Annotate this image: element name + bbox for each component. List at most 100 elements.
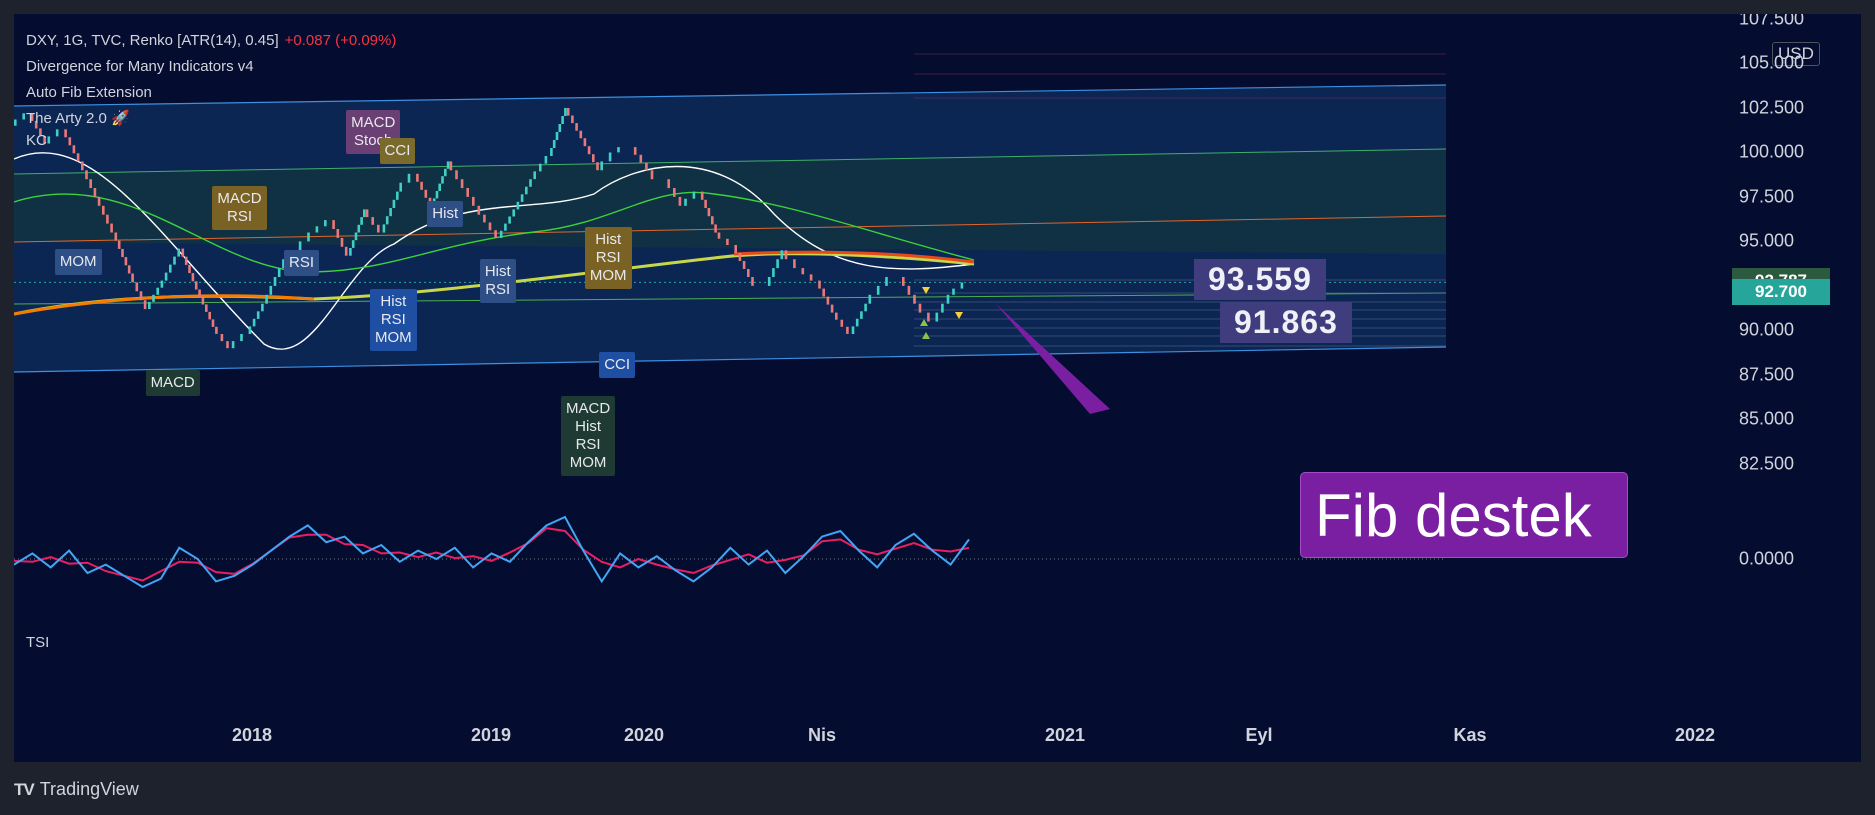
renko-brick bbox=[273, 277, 277, 286]
divergence-label[interactable]: MOM bbox=[54, 248, 102, 275]
divergence-label[interactable]: Hist RSI bbox=[479, 259, 516, 304]
signal-arrow bbox=[920, 319, 928, 326]
renko-brick bbox=[177, 248, 180, 257]
indicator-legend-3[interactable]: The Arty 2.0 🚀 bbox=[26, 110, 130, 127]
renko-brick bbox=[169, 264, 172, 273]
renko-brick bbox=[516, 201, 520, 210]
renko-brick bbox=[124, 257, 128, 266]
renko-brick bbox=[39, 128, 42, 136]
divergence-label[interactable]: MACD Hist RSI MOM bbox=[561, 396, 616, 477]
renko-brick bbox=[282, 259, 285, 269]
red-long-ma-line bbox=[733, 250, 975, 264]
renko-brick bbox=[117, 240, 121, 249]
price-change: +0.087 (+0.09%) bbox=[284, 32, 397, 49]
divergence-label[interactable]: Hist RSI MOM bbox=[584, 227, 632, 290]
renko-brick bbox=[684, 198, 687, 206]
renko-brick bbox=[946, 294, 950, 304]
indicator-legend-2[interactable]: Auto Fib Extension bbox=[26, 84, 152, 101]
renko-brick bbox=[148, 301, 151, 309]
divergence-label[interactable]: MACD bbox=[145, 369, 200, 396]
renko-brick bbox=[220, 334, 224, 342]
renko-brick bbox=[692, 191, 696, 199]
renko-brick bbox=[494, 230, 497, 238]
symbol-legend[interactable]: DXY, 1G, TVC, Renko [ATR(14), 0.45] +0.08… bbox=[26, 28, 396, 54]
chart-panel[interactable]: DXY, 1G, TVC, Renko [ATR(14), 0.45] +0.08… bbox=[14, 14, 1861, 762]
renko-brick bbox=[639, 154, 643, 163]
renko-brick bbox=[72, 145, 76, 154]
divergence-label[interactable]: Hist bbox=[427, 200, 464, 227]
indicator-legend-1[interactable]: Divergence for Many Indicators v4 bbox=[26, 58, 254, 75]
renko-brick bbox=[707, 208, 711, 217]
renko-brick bbox=[544, 156, 548, 164]
renko-brick bbox=[377, 224, 380, 233]
renko-brick bbox=[855, 318, 859, 327]
renko-brick bbox=[269, 285, 273, 295]
renko-brick bbox=[608, 152, 612, 162]
renko-brick bbox=[64, 129, 67, 138]
renko-brick bbox=[385, 216, 389, 225]
renko-brick bbox=[555, 132, 559, 140]
renko-brick bbox=[14, 119, 17, 126]
y-axis-tick-label: 87.500 bbox=[1739, 364, 1795, 385]
renko-brick bbox=[208, 311, 211, 320]
renko-brick bbox=[520, 194, 524, 202]
renko-brick bbox=[55, 129, 59, 137]
renko-brick bbox=[818, 280, 821, 289]
renko-brick bbox=[215, 326, 218, 334]
renko-brick bbox=[575, 123, 578, 131]
orange-trend-line bbox=[14, 215, 1447, 243]
divergence-label[interactable]: RSI bbox=[284, 250, 320, 277]
renko-brick bbox=[139, 291, 143, 301]
renko-brick bbox=[81, 161, 84, 171]
y-axis-tick-label: 97.500 bbox=[1739, 186, 1795, 207]
renko-brick bbox=[360, 217, 363, 225]
renko-brick bbox=[441, 176, 444, 184]
renko-brick bbox=[592, 154, 595, 163]
renko-brick bbox=[529, 179, 532, 187]
currency-selector[interactable]: USD bbox=[1772, 42, 1820, 66]
renko-brick bbox=[156, 287, 159, 295]
renko-brick bbox=[194, 281, 198, 290]
renko-brick bbox=[488, 222, 492, 231]
renko-brick bbox=[307, 232, 310, 242]
renko-brick bbox=[106, 214, 109, 224]
renko-brick bbox=[324, 220, 327, 227]
renko-brick bbox=[633, 147, 637, 155]
renko-brick bbox=[449, 161, 453, 171]
fib-level-label-lower: 91.863 bbox=[1220, 302, 1352, 343]
renko-brick bbox=[363, 209, 366, 218]
callout-pointer bbox=[996, 304, 1110, 414]
renko-brick bbox=[248, 326, 252, 334]
renko-brick bbox=[840, 319, 844, 327]
keltner-inner-band bbox=[14, 149, 1446, 254]
renko-brick bbox=[135, 282, 139, 292]
renko-brick bbox=[751, 277, 754, 286]
renko-brick bbox=[34, 120, 38, 129]
renko-brick bbox=[389, 208, 392, 217]
renko-brick bbox=[566, 108, 570, 116]
renko-brick bbox=[747, 269, 750, 277]
x-axis-tick-label: 2019 bbox=[470, 725, 512, 745]
renko-brick bbox=[704, 199, 707, 208]
renko-brick bbox=[809, 274, 813, 281]
renko-brick bbox=[650, 170, 654, 180]
divergence-label[interactable]: CCI bbox=[599, 351, 636, 378]
renko-brick bbox=[907, 285, 911, 295]
renko-brick bbox=[365, 209, 369, 218]
y-axis-tick-label: 90.000 bbox=[1739, 319, 1795, 340]
divergence-label[interactable]: MACD RSI bbox=[212, 186, 267, 231]
renko-brick bbox=[76, 153, 80, 162]
renko-brick bbox=[868, 294, 872, 304]
fib-support-callout[interactable]: Fib destek bbox=[1300, 472, 1628, 558]
renko-brick bbox=[902, 277, 905, 286]
renko-brick bbox=[876, 285, 880, 295]
tradingview-logo[interactable]: TV TradingView bbox=[14, 779, 139, 800]
divergence-label[interactable]: Hist RSI MOM bbox=[370, 289, 417, 352]
renko-brick bbox=[552, 140, 556, 148]
renko-brick bbox=[579, 130, 583, 139]
renko-brick bbox=[336, 229, 340, 238]
renko-brick bbox=[801, 268, 805, 275]
renko-brick bbox=[30, 113, 34, 121]
divergence-label[interactable]: CCI bbox=[379, 138, 416, 165]
renko-brick bbox=[460, 179, 464, 189]
